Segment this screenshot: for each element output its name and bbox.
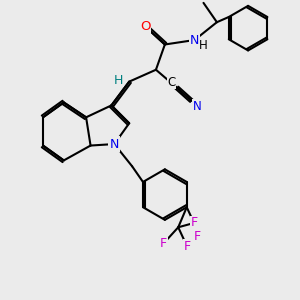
Text: N: N: [193, 100, 201, 113]
Text: N: N: [110, 138, 119, 151]
Text: F: F: [184, 240, 191, 253]
Text: F: F: [191, 216, 198, 229]
Text: O: O: [140, 20, 151, 33]
Text: F: F: [160, 237, 167, 250]
Text: H: H: [199, 40, 208, 52]
Text: F: F: [194, 230, 201, 243]
Text: H: H: [114, 74, 124, 87]
Text: N: N: [190, 34, 199, 46]
Text: C: C: [167, 76, 175, 89]
